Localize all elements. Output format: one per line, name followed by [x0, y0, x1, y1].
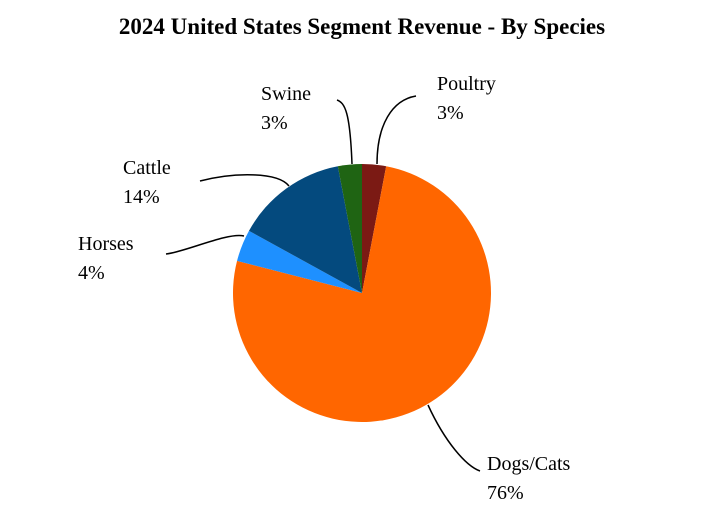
- pie-slice-poultry: [362, 163, 387, 293]
- pie-slice-horses: [237, 230, 362, 293]
- slice-label-poultry: Poultry: [437, 73, 496, 95]
- pie-slices: [232, 163, 491, 422]
- slice-labels: Poultry 3% Dogs/Cats 76% Horses 4% Cattle 14% Sw…: [78, 73, 571, 504]
- leader-line-cattle: [199, 174, 290, 187]
- slice-label-cattle: Cattle: [123, 157, 171, 179]
- slice-label-dogs-cats: Dogs/Cats: [487, 453, 571, 475]
- slice-label-horses: Horses: [78, 233, 134, 255]
- pie-slice-dogs-cats: [232, 166, 491, 422]
- pie-slice-swine: [337, 163, 362, 293]
- leader-line-swine: [336, 99, 353, 165]
- slice-label-swine: Swine: [261, 83, 311, 105]
- chart-title: 2024 United States Segment Revenue - By …: [118, 14, 606, 39]
- leader-line-poultry: [376, 95, 417, 165]
- slice-percent-poultry: 3%: [437, 102, 464, 124]
- pie-slice-cattle: [248, 166, 362, 293]
- slice-percent-swine: 3%: [261, 112, 288, 134]
- leader-lines: [165, 95, 481, 472]
- leader-line-dogs-cats: [427, 404, 481, 472]
- slice-percent-dogs-cats: 76%: [487, 482, 524, 504]
- slice-percent-horses: 4%: [78, 262, 105, 284]
- slice-percent-cattle: 14%: [123, 186, 160, 208]
- leader-line-horses: [165, 234, 245, 255]
